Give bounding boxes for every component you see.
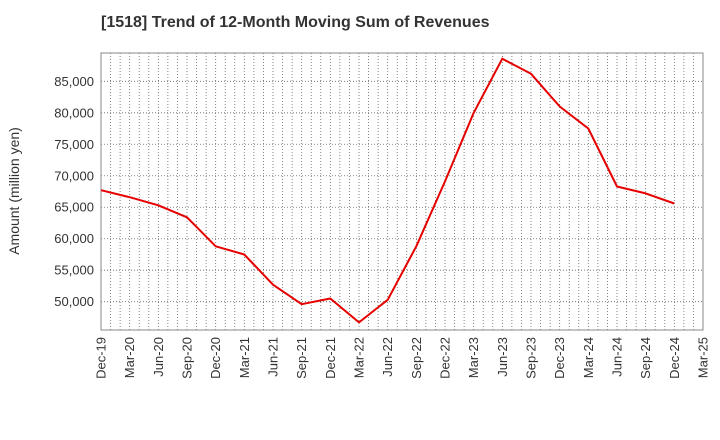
y-tick-label: 70,000 [54, 168, 94, 183]
y-tick-label: 65,000 [54, 200, 94, 215]
y-tick-label: 80,000 [54, 105, 94, 120]
x-tick-label: Dec-20 [208, 337, 223, 379]
plot-area-frame [100, 52, 704, 331]
x-tick-label: Dec-19 [94, 337, 109, 379]
y-tick-label: 85,000 [54, 74, 94, 89]
x-tick-label: Jun-24 [610, 337, 625, 377]
x-tick-label: Sep-24 [638, 337, 653, 379]
y-tick-label: 55,000 [54, 263, 94, 278]
x-tick-label: Sep-20 [180, 337, 195, 379]
x-tick-label: Mar-25 [696, 337, 711, 378]
x-tick-label: Jun-23 [495, 337, 510, 377]
chart-title: [1518] Trend of 12-Month Moving Sum of R… [101, 14, 490, 31]
x-tick-label: Jun-21 [266, 337, 281, 377]
x-tick-label: Mar-22 [352, 337, 367, 378]
x-tick-label: Sep-23 [524, 337, 539, 379]
y-tick-label: 60,000 [54, 231, 94, 246]
y-tick-label: 50,000 [54, 294, 94, 309]
series-layer [100, 57, 675, 324]
x-tick-label: Mar-21 [237, 337, 252, 378]
x-tick-label: Dec-21 [323, 337, 338, 379]
x-tick-label: Jun-20 [151, 337, 166, 377]
y-axis-title: Amount (million yen) [6, 127, 22, 255]
series-line [100, 57, 675, 324]
x-tick-label: Dec-24 [667, 337, 682, 379]
x-tick-label: Sep-21 [294, 337, 309, 379]
x-axis-ticks: Dec-19 Mar-20 Jun-20 Sep-20 Dec-20 Mar-21 Jun-… [94, 337, 711, 379]
x-tick-label: Jun-22 [380, 337, 395, 377]
x-tick-label: Sep-22 [409, 337, 424, 379]
y-axis-ticks: 50,000 55,000 60,000 65,000 70,000 75,000 80,0… [54, 74, 94, 309]
grid-lines [101, 53, 703, 330]
x-tick-label: Dec-22 [438, 337, 453, 379]
x-tick-label: Dec-23 [552, 337, 567, 379]
x-tick-label: Mar-20 [122, 337, 137, 378]
y-tick-label: 75,000 [54, 137, 94, 152]
x-tick-label: Mar-24 [581, 337, 596, 378]
x-tick-label: Mar-23 [466, 337, 481, 378]
